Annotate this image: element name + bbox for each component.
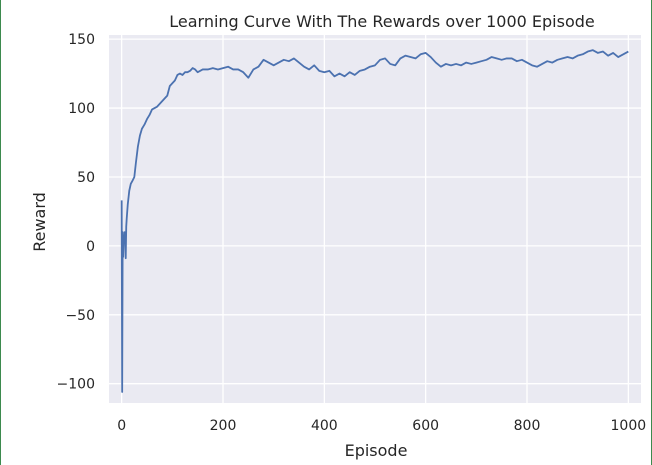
x-tick-label: 0 <box>117 418 126 434</box>
series-layer <box>120 49 629 393</box>
x-tick-label: 600 <box>412 418 439 434</box>
y-tick-label: 150 <box>68 32 95 48</box>
x-axis-title: Episode <box>345 441 408 460</box>
x-tick-labels: 0 200 400 600 800 1000 <box>117 418 646 434</box>
plot-area <box>109 35 641 403</box>
x-tick-label: 800 <box>514 418 541 434</box>
y-tick-labels: −100 −50 0 50 100 150 <box>57 32 95 393</box>
x-tick-label: 1000 <box>611 418 647 434</box>
chart-title: Learning Curve With The Rewards over 100… <box>169 12 595 31</box>
y-tick-label: 100 <box>68 101 95 117</box>
y-tick-label: 50 <box>77 170 95 186</box>
y-axis-title: Reward <box>30 192 49 252</box>
y-tick-label: −100 <box>57 377 95 393</box>
y-tick-label: 0 <box>86 239 95 255</box>
x-tick-label: 400 <box>311 418 338 434</box>
x-tick-label: 200 <box>210 418 237 434</box>
reward-series-line <box>120 49 629 393</box>
grid-lines <box>109 35 641 403</box>
y-tick-label: −50 <box>65 308 95 324</box>
